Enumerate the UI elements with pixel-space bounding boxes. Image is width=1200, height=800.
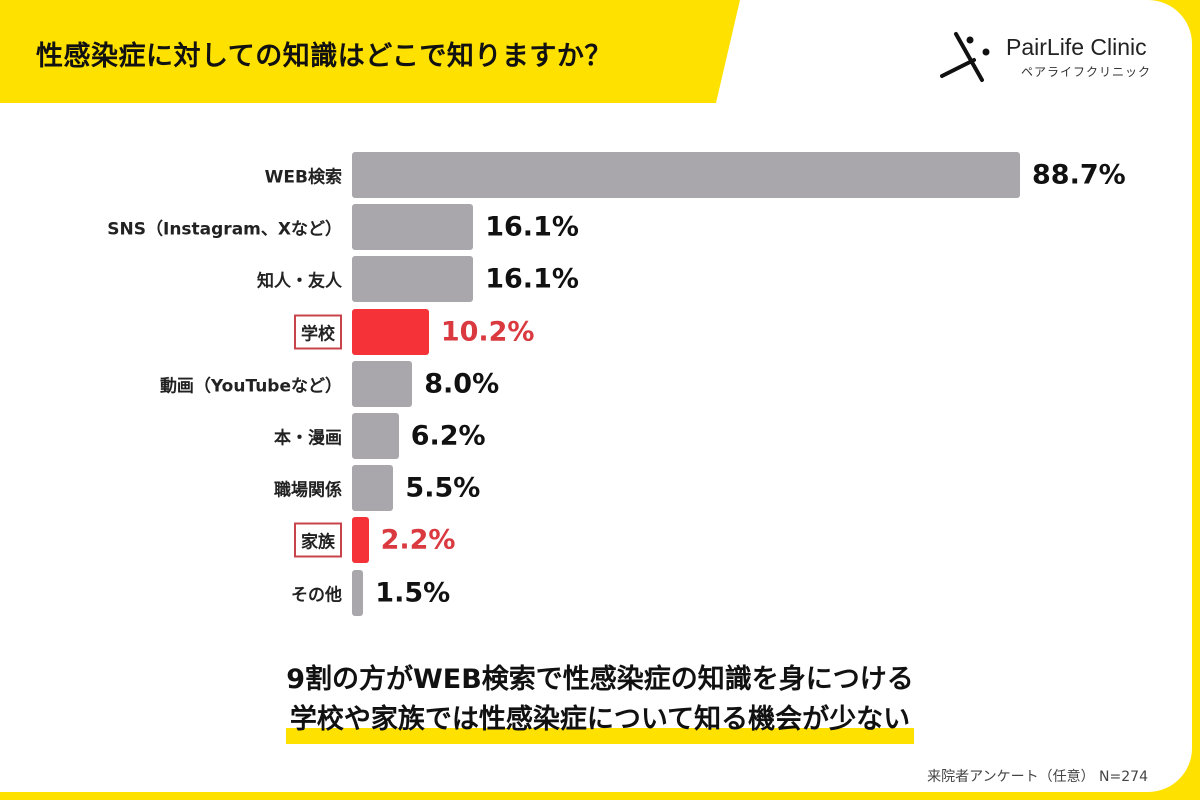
bar xyxy=(352,413,399,459)
category-label: SNS（Instagram、Xなど） xyxy=(107,219,342,240)
category-label: 学校 xyxy=(294,314,342,350)
bar xyxy=(352,152,1020,198)
bar xyxy=(352,569,364,616)
value-label: 88.7% xyxy=(1032,159,1126,191)
category-label: その他 xyxy=(291,585,342,606)
title-band xyxy=(0,0,740,103)
value-label: 5.5% xyxy=(405,472,481,504)
logo: PairLife Clinic ペアライフクリニック xyxy=(938,30,1168,86)
summary-line-1: 9割の方がWEB検索で性感染症の知識を身につける xyxy=(286,664,914,695)
bar-chart: WEB検索 88.7% SNS（Instagram、Xなど） 16.1% 知人・友人 16… xyxy=(0,140,1200,620)
footnote: 来院者アンケート（任意） N=274 xyxy=(927,769,1148,785)
bar xyxy=(352,517,369,564)
bar xyxy=(352,256,474,303)
category-label: 職場関係 xyxy=(274,480,342,501)
value-label: 8.0% xyxy=(424,368,500,400)
highlighter-mark xyxy=(285,728,915,744)
value-label: 6.2% xyxy=(410,420,486,452)
value-label: 2.2% xyxy=(380,524,456,556)
category-label: 家族 xyxy=(294,522,342,558)
value-label: 16.1% xyxy=(485,211,579,243)
summary: 9割の方がWEB検索で性感染症の知識を身につける 学校や家族では性感染症について… xyxy=(0,660,1200,744)
bar xyxy=(352,360,413,407)
page-title: 性感染症に対しての知識はどこで知りますか？ xyxy=(36,41,612,72)
value-label: 1.5% xyxy=(375,577,451,609)
category-label: 動画（YouTubeなど） xyxy=(159,376,342,397)
summary-line-2-text: 学校や家族では性感染症について知る機会が少ない xyxy=(289,704,911,735)
value-label: 10.2% xyxy=(440,316,535,348)
logo-name: PairLife Clinic xyxy=(1006,34,1147,60)
value-label: 16.1% xyxy=(485,263,579,295)
bar xyxy=(352,465,394,512)
category-label: 知人・友人 xyxy=(257,271,342,292)
summary-line-2: 学校や家族では性感染症について知る機会が少ない xyxy=(285,700,915,744)
bar xyxy=(352,204,474,251)
category-label: WEB検索 xyxy=(264,167,342,188)
category-label: 本・漫画 xyxy=(274,428,342,449)
pairlife-logo-icon xyxy=(940,32,990,82)
bar xyxy=(352,308,429,355)
logo-kana: ペアライフクリニック xyxy=(1021,65,1152,79)
